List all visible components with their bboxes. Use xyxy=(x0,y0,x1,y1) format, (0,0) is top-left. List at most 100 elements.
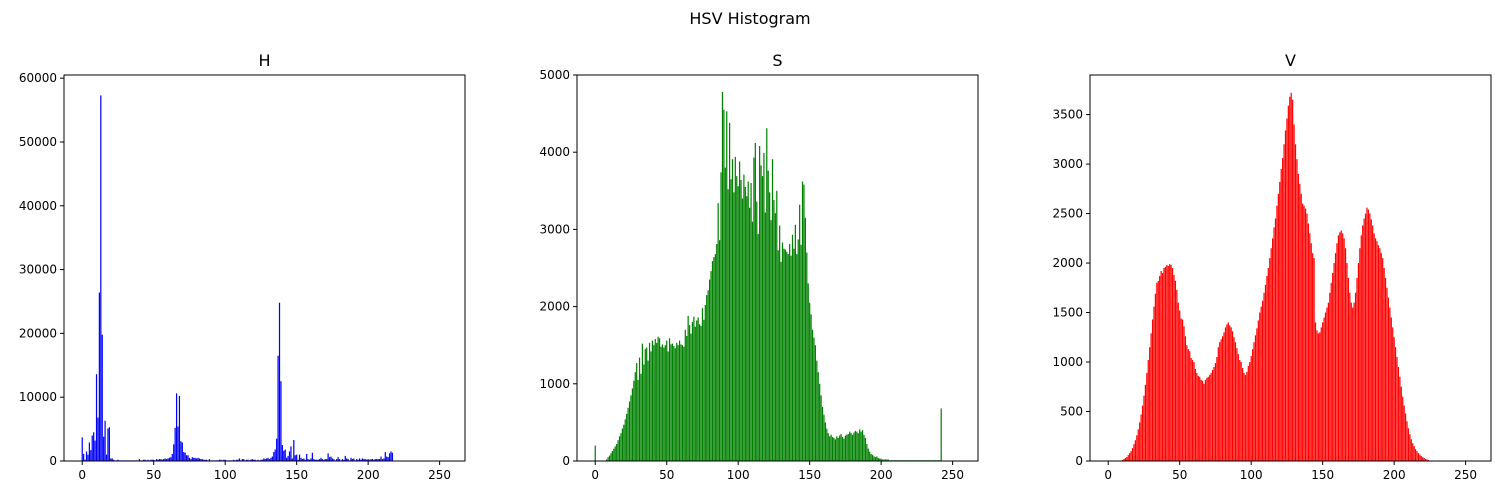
subplot-h-bar xyxy=(283,450,285,461)
subplot-v-bar xyxy=(1306,213,1308,461)
subplot-h-xtick-label: 200 xyxy=(357,468,380,482)
subplot-v-bar xyxy=(1213,366,1215,461)
subplot-h-bar xyxy=(251,459,253,461)
subplot-s-bar xyxy=(606,459,608,461)
subplot-v-bar xyxy=(1284,130,1287,461)
subplot-v-bar xyxy=(1249,362,1251,461)
subplot-s-bar xyxy=(817,372,819,461)
subplot-h-bar xyxy=(200,459,202,461)
subplot-h-bar xyxy=(254,459,256,461)
subplot-v-bar xyxy=(1226,324,1228,461)
subplot-h-bar xyxy=(253,459,255,461)
subplot-v-bar xyxy=(1206,377,1208,461)
subplot-h-xtick-label: 50 xyxy=(146,468,161,482)
subplot-s-bar xyxy=(877,457,879,461)
subplot-v-bar xyxy=(1370,219,1372,461)
subplot-s-bar xyxy=(736,176,738,461)
subplot-s-bar xyxy=(823,414,825,461)
subplot-s-bar xyxy=(730,179,732,461)
subplot-h-bar xyxy=(147,459,149,461)
subplot-v-ytick-label: 1000 xyxy=(1052,355,1083,369)
subplot-v-bars xyxy=(1121,92,1431,462)
subplot-s-ytick-label: 4000 xyxy=(539,145,570,159)
subplot-h-bar xyxy=(168,457,171,461)
subplot-s-bar xyxy=(628,401,631,461)
subplot-s-bar xyxy=(836,436,838,461)
subplot-v-bar xyxy=(1283,144,1285,461)
subplot-s-bar xyxy=(624,419,626,461)
subplot-h-bar xyxy=(388,453,391,461)
subplot-s-bar xyxy=(829,436,831,461)
subplot-h-bar xyxy=(286,457,288,461)
subplot-s-bar xyxy=(697,317,699,461)
subplot-h-bar xyxy=(353,458,355,461)
subplot-v-bar xyxy=(1267,268,1269,461)
subplot-v-bar xyxy=(1201,380,1204,461)
subplot-h-bar xyxy=(384,452,386,461)
subplot-h-bar xyxy=(151,459,153,461)
subplot-v-bar xyxy=(1196,372,1198,461)
subplot-v-bar xyxy=(1349,292,1351,461)
subplot-v-bar xyxy=(1169,264,1171,461)
subplot-s-bar xyxy=(884,459,887,461)
subplot-v-bar xyxy=(1340,230,1342,461)
subplot-s-bar xyxy=(843,438,845,461)
subplot-h-bar xyxy=(173,444,175,461)
subplot-v-bar xyxy=(1194,368,1197,461)
subplot-h-bar xyxy=(257,459,259,461)
subplot-h-bar xyxy=(163,459,165,461)
subplot-s-bar xyxy=(793,248,795,461)
subplot-s-bar xyxy=(794,224,796,461)
subplot-h-bar xyxy=(320,457,322,461)
subplot-h-bar xyxy=(100,95,102,462)
subplot-h-bar xyxy=(344,455,346,461)
subplot-h-bar xyxy=(351,459,354,461)
subplot-s-bar xyxy=(870,454,872,461)
subplot-v-bar xyxy=(1377,245,1380,461)
subplot-v-bar xyxy=(1174,280,1177,461)
subplot-v-bar xyxy=(1140,414,1142,461)
subplot-v-bar xyxy=(1164,267,1167,461)
subplot-h-bar xyxy=(138,459,141,461)
subplot-h-bar xyxy=(270,457,272,461)
subplot-s-bar xyxy=(799,204,801,461)
subplot-s-bar xyxy=(830,434,832,461)
subplot-h-bar xyxy=(333,459,335,461)
subplot-h-bar xyxy=(241,459,243,461)
subplot-v-ytick-label: 3000 xyxy=(1052,157,1083,171)
subplot-v-bar xyxy=(1312,253,1314,461)
subplot-v-bar xyxy=(1352,307,1354,461)
subplot-s-bar xyxy=(647,360,649,461)
subplot-h-bar xyxy=(208,459,211,461)
subplot-v-bar xyxy=(1123,459,1125,461)
subplot-h-bar xyxy=(187,455,189,461)
subplot-v-bar xyxy=(1183,326,1185,461)
subplot-h-bar xyxy=(350,457,352,461)
subplot-s-bar xyxy=(757,234,759,461)
subplot-s-bar xyxy=(770,220,772,461)
subplot-s-bar xyxy=(698,324,701,461)
subplot-h-bar xyxy=(105,454,108,461)
subplot-v-bar xyxy=(1409,434,1411,461)
subplot-v-bar xyxy=(1393,337,1395,461)
subplot-h-bar xyxy=(387,457,389,461)
subplot-v-bar xyxy=(1243,372,1245,461)
subplot-s-bar xyxy=(688,325,691,461)
subplot-s-bar xyxy=(849,431,851,461)
subplot-v-bar xyxy=(1204,379,1207,461)
subplot-s-bar xyxy=(811,329,814,461)
subplot-s-bar xyxy=(737,186,739,462)
subplot-h-bar xyxy=(143,459,145,461)
subplot-v-bar xyxy=(1161,272,1164,461)
subplot-s-bar xyxy=(777,250,779,461)
subplot-h-bar xyxy=(83,453,85,461)
subplot-s-bar xyxy=(876,456,878,461)
subplot-s-bar xyxy=(776,190,778,462)
subplot-v-ytick-label: 0 xyxy=(1075,454,1083,468)
subplot-v-bar xyxy=(1294,144,1297,461)
subplot-h-bar xyxy=(360,459,362,461)
subplot-v-bar xyxy=(1366,207,1368,461)
subplot-s-bar xyxy=(700,325,702,461)
subplot-v-bar xyxy=(1207,376,1209,461)
subplot-h-bar xyxy=(175,393,178,461)
